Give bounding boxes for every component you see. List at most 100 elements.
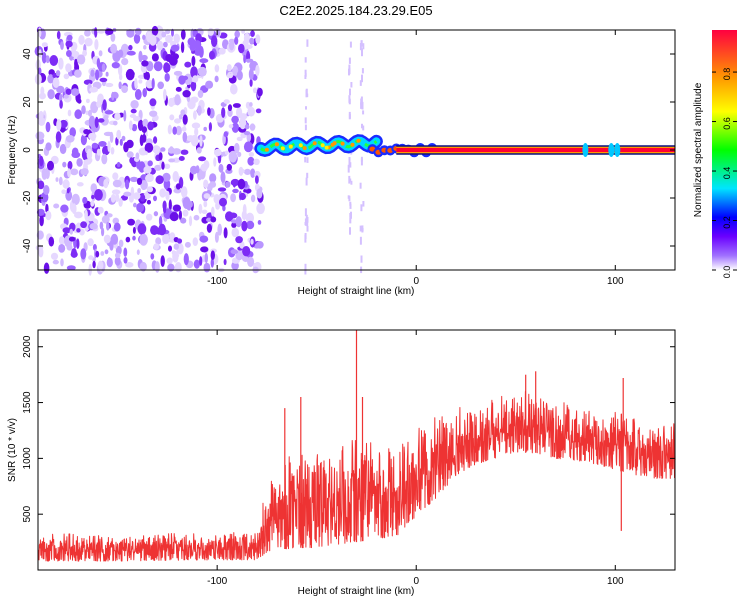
spectrogram-noise-cell — [133, 192, 141, 200]
spectrogram-noise-cell — [94, 27, 98, 38]
spectrogram-noise-cell — [217, 153, 222, 164]
spectrogram-noise-cell — [155, 237, 162, 245]
spectrogram-noise-cell — [135, 152, 140, 160]
spectrogram-noise-cell — [184, 241, 191, 248]
spectrogram-band-hotspot — [302, 146, 307, 151]
spectrogram-noise-cell — [232, 65, 239, 76]
spectrogram-noise-cell — [207, 107, 211, 116]
spectrogram-noise-cell — [59, 143, 67, 155]
spectrogram-noise-cell — [116, 129, 122, 140]
spectrogram-noise-cell — [121, 58, 129, 66]
spectrogram-noise-cell — [236, 70, 243, 81]
spectrogram-noise-cell — [163, 88, 167, 101]
spectrogram-faint-streak — [348, 98, 351, 105]
spectrogram-noise-cell — [91, 194, 95, 200]
spectrogram-noise-cell — [168, 199, 172, 211]
spectrogram-noise-cell — [65, 190, 73, 201]
spectrogram-noise-cell — [224, 150, 229, 155]
spectrogram-noise-cell — [163, 41, 168, 48]
spectrogram-noise-cell — [180, 41, 185, 53]
spectrogram-noise-cell — [104, 249, 109, 255]
spectrogram-noise-cell — [247, 256, 255, 267]
spectrogram-noise-cell — [102, 99, 107, 111]
spectrogram-faint-streak — [361, 123, 363, 129]
spectrogram-noise-cell — [173, 33, 180, 44]
spectrogram-noise-cell — [172, 250, 179, 263]
spectrogram-noise-cell — [95, 69, 100, 81]
spectrogram-noise-cell — [80, 134, 87, 146]
spectrogram-band-hotspot — [298, 143, 303, 148]
snr-panel: -100 0 100 500 1000 1500 2000 Height of strai… — [7, 329, 676, 597]
spectrogram-noise-cell — [114, 256, 121, 266]
spectrogram-noise-cell — [37, 67, 42, 75]
spectrogram-noise-cell — [70, 168, 79, 176]
spectrogram-noise-cell — [158, 152, 163, 161]
spectrogram-noise-cell — [221, 107, 226, 118]
spectrogram-noise-cell — [174, 94, 181, 106]
spectrogram-noise-cell — [223, 99, 230, 104]
spectrogram-faint-streak — [350, 82, 353, 88]
spectrogram-noise-cell — [56, 85, 65, 94]
spectrogram-faint-streak — [360, 156, 363, 162]
spectrogram-noise-cell — [232, 188, 239, 194]
spectrogram-noise-cell — [104, 110, 114, 115]
spectrogram-noise-cell — [149, 98, 157, 107]
spectrogram-noise-cell — [125, 236, 131, 243]
spectrogram-noise-cell — [200, 163, 208, 172]
spectrogram-noise-cell — [209, 181, 217, 188]
spectrogram-noise-cell — [255, 175, 259, 184]
spectrogram-noise-cell — [110, 33, 116, 42]
spectrogram-noise-cell — [243, 168, 252, 175]
spectrogram-noise-cell — [114, 252, 121, 259]
spectrogram-noise-cell — [107, 140, 111, 152]
spectrogram-noise-cell — [112, 172, 119, 180]
spectrogram-faint-streak — [359, 182, 362, 189]
spectrogram-noise-cell — [38, 117, 46, 126]
spectrogram-noise-cell — [142, 118, 149, 127]
spectrogram-noise-cell — [53, 203, 60, 209]
spectrogram-faint-streak — [360, 98, 363, 105]
spectrogram-noise-cell — [76, 222, 81, 229]
spectrogram-noise-cell — [154, 261, 160, 273]
spectrogram-noise-cell — [151, 145, 161, 153]
spectrogram-noise-cell — [123, 247, 128, 257]
spectrogram-noise-cell — [37, 180, 45, 190]
spectrogram-noise-cell — [158, 215, 163, 227]
spectrogram-faint-streak — [304, 117, 307, 124]
spectrogram-noise-cell — [162, 172, 171, 182]
spectrogram-y-ticks: -40 -20 0 20 40 — [22, 48, 675, 253]
spectrogram-noise-cell — [252, 87, 258, 94]
spectrogram-noise-cell — [118, 197, 123, 207]
spectrogram-noise-cell — [62, 161, 67, 168]
spectrogram-noise-cell — [84, 37, 93, 47]
spectrogram-noise-cell — [182, 131, 188, 143]
spectrogram-band-hotspot — [340, 141, 345, 146]
spectrogram-noise-cell — [97, 260, 104, 270]
spectrogram-noise-cell — [88, 255, 94, 260]
spectrogram-noise-cell — [213, 157, 217, 167]
spectrogram-faint-streak — [361, 101, 364, 105]
spectrogram-faint-streak — [348, 111, 351, 120]
spectrogram-noise-cell — [111, 91, 115, 101]
spectrogram-noise-cell — [60, 41, 64, 50]
spectrogram-noise-cell — [136, 177, 143, 185]
spectrogram-y-label: Frequency (Hz) — [7, 116, 18, 185]
spectrogram-faint-streak — [348, 68, 350, 76]
spectrogram-noise-cell — [105, 71, 109, 77]
spectrogram-noise-cell — [146, 31, 153, 43]
spectrogram-noise-cell — [218, 47, 226, 55]
spectrogram-line-blip — [614, 143, 621, 157]
spectrogram-noise-cell — [134, 89, 142, 100]
spectrogram-noise-cell — [41, 42, 48, 48]
spectrogram-faint-streak — [306, 219, 309, 227]
spectrogram-noise-cell — [231, 122, 240, 133]
spectrogram-faint-streak — [361, 74, 363, 83]
spectrogram-noise-cell — [91, 142, 99, 149]
spectrogram-signal-layer — [254, 134, 675, 158]
snr-y-tick-label: 1500 — [22, 391, 33, 414]
spectrogram-noise-cell — [182, 90, 191, 98]
spectrogram-noise-cell — [159, 188, 167, 198]
spectrogram-x-tick-label: 0 — [413, 276, 419, 287]
spectrogram-noise-cell — [180, 186, 188, 198]
spectrogram-noise-cell — [228, 150, 238, 163]
